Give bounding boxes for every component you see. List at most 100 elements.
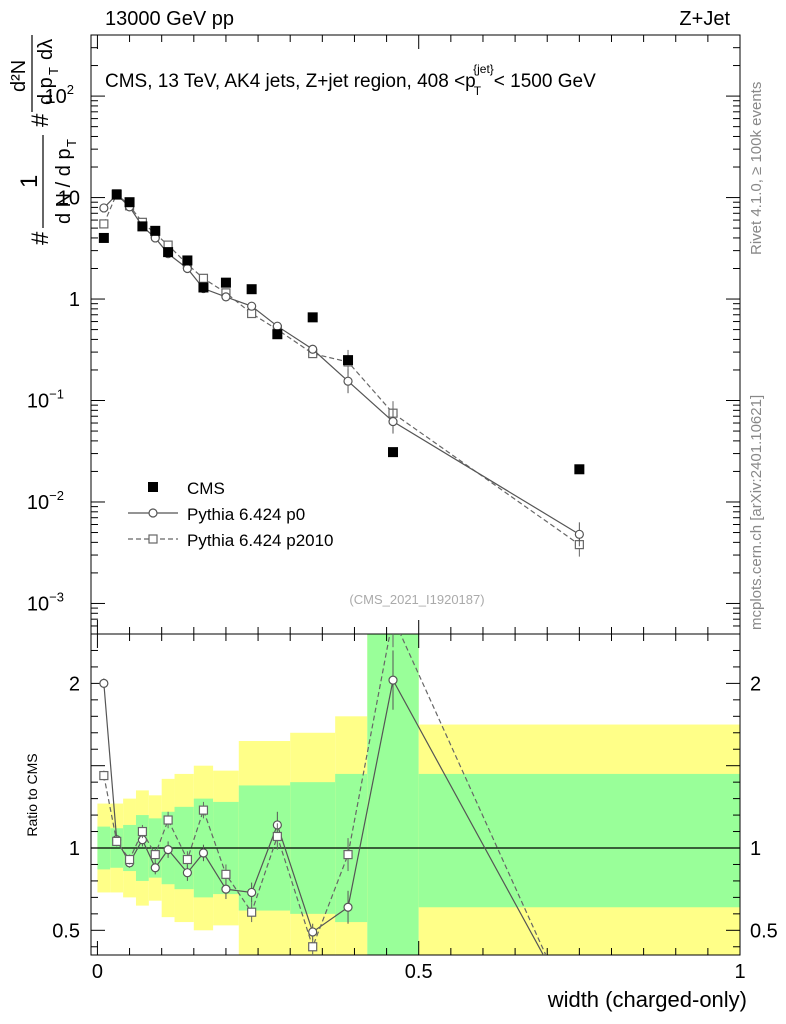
marker-open-circle [272,321,282,331]
band-inner [418,773,740,908]
marker-filled-square [198,282,209,293]
marker-open-square [272,831,282,842]
marker-open-square [124,854,135,865]
legend-label-cms: CMS [187,479,225,498]
x-axis-label: width (charged-only) [547,987,747,1012]
marker-filled-square [163,247,174,258]
marker-filled-square [272,329,283,340]
main-panel-data [98,189,585,557]
y-tick-label: 10−3 [27,589,64,615]
ylabel-one: 1 [16,175,43,188]
marker-open-square [198,805,209,815]
marker-open-square [182,854,192,865]
legend-label-p2010: Pythia 6.424 p2010 [187,531,334,550]
ratio-y-tick-label-left: 2 [69,673,80,695]
marker-open-circle [163,845,173,855]
marker-open-square [150,849,160,860]
marker-open-circle [150,863,160,873]
marker-filled-square [111,189,122,200]
marker-open-circle [247,301,257,311]
series-line-p2010 [103,192,580,546]
marker-filled-square [307,312,318,323]
ratio-y-axis-label: Ratio to CMS [24,753,40,836]
marker-open-circle [247,887,257,898]
marker-open-circle [388,416,398,427]
y-tick-label: 10−1 [27,387,64,413]
marker-open-square [389,614,397,622]
y-tick-label: 10 [58,188,80,210]
marker-open-circle [575,1017,583,1024]
marker-open-circle [182,868,192,878]
marker-open-circle [99,203,109,213]
marker-filled-square [148,482,158,492]
ratio-y-tick-label-right: 0.5 [750,920,778,942]
marker-open-circle [182,263,192,274]
marker-open-circle [221,884,231,894]
ylabel-dl: dλ [35,39,57,60]
ylabel-hash1: # [27,231,54,245]
marker-open-square [343,849,353,860]
ratio-y-tick-label-right: 2 [750,673,761,695]
marker-filled-square [182,255,193,266]
ratio-line-p2010 [103,634,547,955]
marker-open-square [247,907,257,917]
marker-open-circle [148,508,158,518]
series-line-p0 [103,193,580,535]
marker-filled-square [150,225,161,236]
ylabel-T1: T [64,139,79,147]
ratio-y-tick-label-left: 1 [69,838,80,860]
marker-open-circle [99,678,109,688]
marker-open-square [137,826,148,837]
y-tick-label: 10−2 [27,488,64,514]
marker-open-square [308,942,318,952]
analysis-watermark: (CMS_2021_I1920187) [349,592,484,607]
ratio-y-tick-label-left: 0.5 [52,920,80,942]
marker-open-circle [574,529,584,539]
marker-open-square [198,273,209,283]
ratio-uncertainty-bands [97,634,740,955]
legend-label-p0: Pythia 6.424 p0 [187,505,305,524]
marker-open-circle [308,344,318,354]
marker-filled-square [246,284,257,295]
plot-title: CMS, 13 TeV, AK4 jets, Z+jet region, 408… [105,62,596,98]
marker-open-circle [343,902,353,912]
marker-filled-square [574,464,585,475]
x-tick-label: 0 [92,961,103,983]
ylabel-hash2: # [27,113,54,127]
header-right: Z+Jet [679,8,730,30]
marker-open-square [99,219,109,229]
marker-filled-square [343,355,354,366]
marker-filled-square [124,197,135,208]
legend: CMS Pythia 6.424 p0 Pythia 6.424 p2010 [128,479,334,550]
marker-open-square [163,815,173,825]
x-tick-label: 1 [734,961,745,983]
main-y-axis-label: # 1 d N / d p T # d²N d p T dλ [8,35,79,245]
marker-filled-square [137,221,148,232]
marker-filled-square [388,447,399,458]
ylabel-T2: T [46,67,61,75]
marker-open-circle [388,675,398,685]
marker-open-circle [343,376,353,386]
marker-open-circle [221,292,231,302]
header-left: 13000 GeV pp [105,8,234,30]
marker-open-circle [308,927,318,937]
ratio-panel-data [99,614,583,1024]
marker-open-square [148,534,158,544]
x-tick-label: 0.5 [405,961,433,983]
y-tick-label: 1 [69,289,80,311]
ratio-panel-frame [90,633,741,956]
marker-filled-square [220,277,231,288]
marker-filled-square [98,232,109,243]
marker-open-square [112,836,122,847]
ylabel-dN: d N / d p [53,148,75,224]
rivet-version-label: Rivet 4.1.0, ≥ 100k events [748,82,765,255]
mcplots-label: mcplots.cern.ch [arXiv:2401.10621] [748,395,765,630]
ylabel-dp: d p [35,77,57,105]
marker-open-square [99,770,109,781]
ratio-y-tick-label-right: 1 [750,838,761,860]
ylabel-d2N: d²N [8,60,30,92]
marker-open-square [221,869,231,879]
y-tick-label: 102 [45,82,74,108]
